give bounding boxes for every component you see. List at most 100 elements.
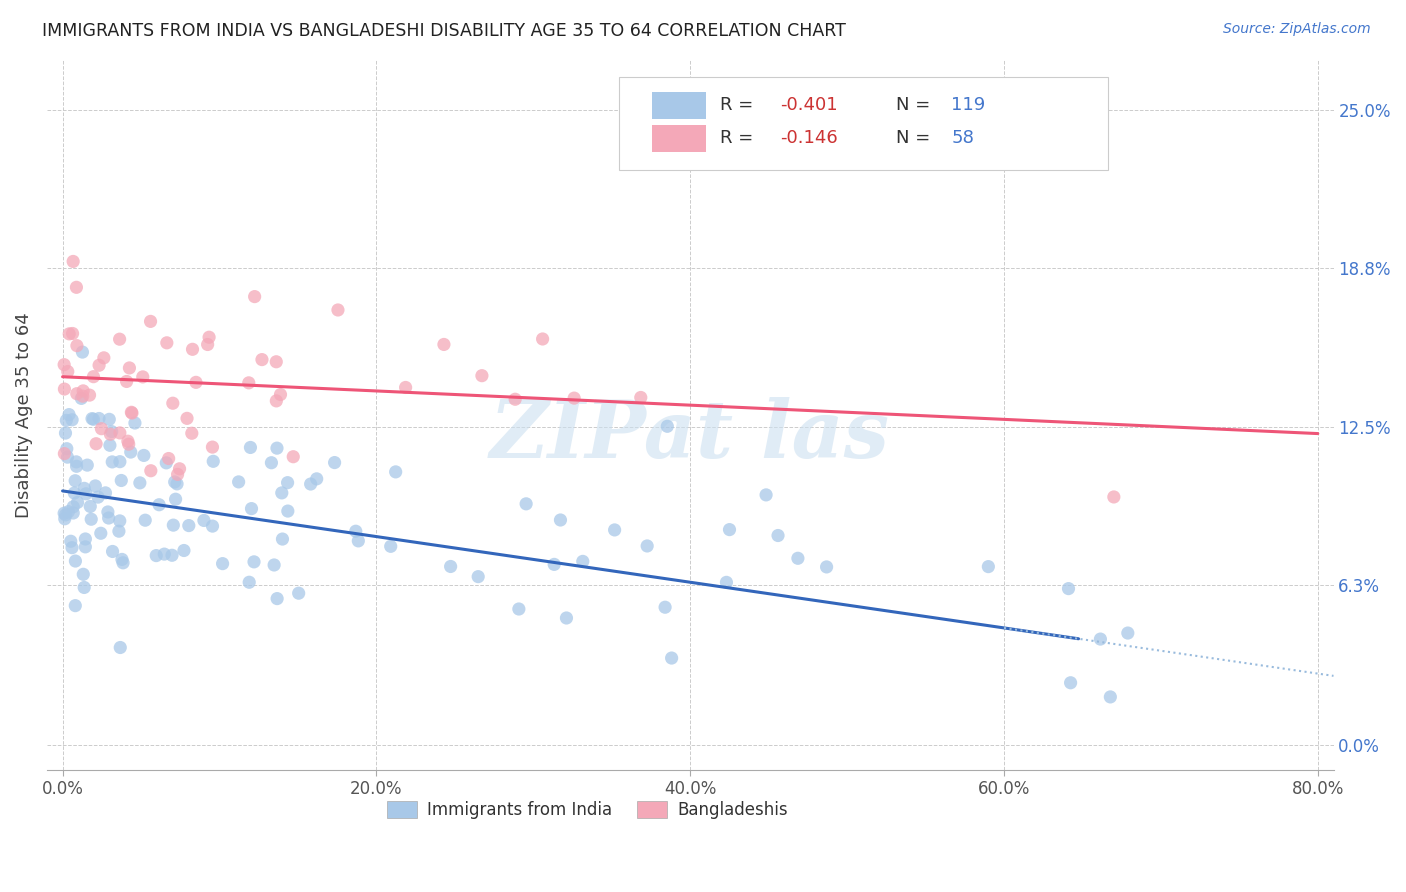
Point [323, 456, 346, 470]
Point [716, 575, 738, 590]
Text: -0.146: -0.146 [780, 129, 838, 147]
Point [59, 534, 82, 549]
Point [531, 332, 554, 346]
Point [155, 456, 177, 470]
Point [260, 456, 283, 470]
Text: IMMIGRANTS FROM INDIA VS BANGLADESHI DISABILITY AGE 35 TO 64 CORRELATION CHART: IMMIGRANTS FROM INDIA VS BANGLADESHI DIS… [42, 22, 846, 40]
Point [62, 500, 84, 514]
Point [1059, 675, 1081, 690]
Point [118, 437, 141, 451]
Point [201, 519, 224, 533]
Point [543, 558, 565, 572]
Point [165, 492, 187, 507]
Point [80, 512, 103, 526]
FancyBboxPatch shape [620, 78, 1108, 169]
Point [815, 560, 838, 574]
Point [97, 511, 120, 525]
Point [139, 464, 162, 478]
Point [211, 557, 233, 571]
Point [193, 513, 215, 527]
Point [201, 440, 224, 454]
Point [121, 406, 143, 420]
Point [90, 422, 112, 436]
Point [636, 539, 658, 553]
Point [239, 441, 262, 455]
Point [1057, 582, 1080, 596]
Point [270, 486, 292, 500]
Point [515, 497, 537, 511]
Point [347, 533, 370, 548]
Point [70, 392, 93, 406]
Point [755, 488, 778, 502]
Point [73, 581, 96, 595]
Point [112, 556, 135, 570]
Point [572, 554, 595, 568]
Point [66, 339, 89, 353]
Point [100, 427, 122, 442]
Point [166, 467, 188, 482]
Legend: Immigrants from India, Bangladeshis: Immigrants from India, Bangladeshis [380, 794, 794, 826]
Point [344, 524, 367, 539]
Point [1099, 690, 1122, 704]
Point [55, 426, 77, 441]
Point [603, 523, 626, 537]
Point [145, 549, 167, 563]
Point [53, 358, 76, 372]
Point [162, 518, 184, 533]
Point [134, 513, 156, 527]
Point [94, 486, 117, 500]
Point [87, 358, 110, 372]
Point [118, 360, 141, 375]
Text: R =: R = [720, 129, 759, 147]
Point [84, 479, 107, 493]
Point [263, 558, 285, 572]
Point [162, 396, 184, 410]
Text: 119: 119 [952, 96, 986, 114]
Point [139, 314, 162, 328]
Point [56, 365, 79, 379]
Point [55, 508, 77, 522]
Point [661, 651, 683, 665]
Point [120, 445, 142, 459]
Point [110, 474, 132, 488]
Point [58, 326, 80, 341]
Point [128, 475, 150, 490]
Point [55, 413, 77, 427]
Point [266, 441, 288, 455]
Point [277, 504, 299, 518]
Point [65, 455, 87, 469]
Point [53, 447, 76, 461]
Point [718, 523, 741, 537]
Point [108, 455, 131, 469]
Point [79, 500, 101, 514]
Point [380, 539, 402, 553]
Point [630, 391, 652, 405]
Point [266, 393, 288, 408]
Point [66, 495, 89, 509]
Point [228, 475, 250, 489]
Point [84, 436, 107, 450]
Point [160, 549, 183, 563]
Point [101, 455, 124, 469]
Point [184, 376, 207, 390]
Point [173, 543, 195, 558]
Y-axis label: Disability Age 35 to 64: Disability Age 35 to 64 [15, 312, 32, 517]
Point [124, 416, 146, 430]
Point [148, 498, 170, 512]
Point [56, 442, 79, 456]
Point [503, 392, 526, 407]
Text: Source: ZipAtlas.com: Source: ZipAtlas.com [1223, 22, 1371, 37]
Point [72, 384, 94, 398]
Point [264, 355, 287, 369]
Point [305, 472, 328, 486]
Point [65, 554, 87, 568]
Point [72, 345, 94, 359]
Point [98, 438, 121, 452]
Point [169, 462, 191, 476]
Point [266, 591, 288, 606]
Point [163, 475, 186, 489]
Point [977, 559, 1000, 574]
Point [76, 458, 98, 472]
Point [63, 486, 86, 500]
Point [101, 544, 124, 558]
